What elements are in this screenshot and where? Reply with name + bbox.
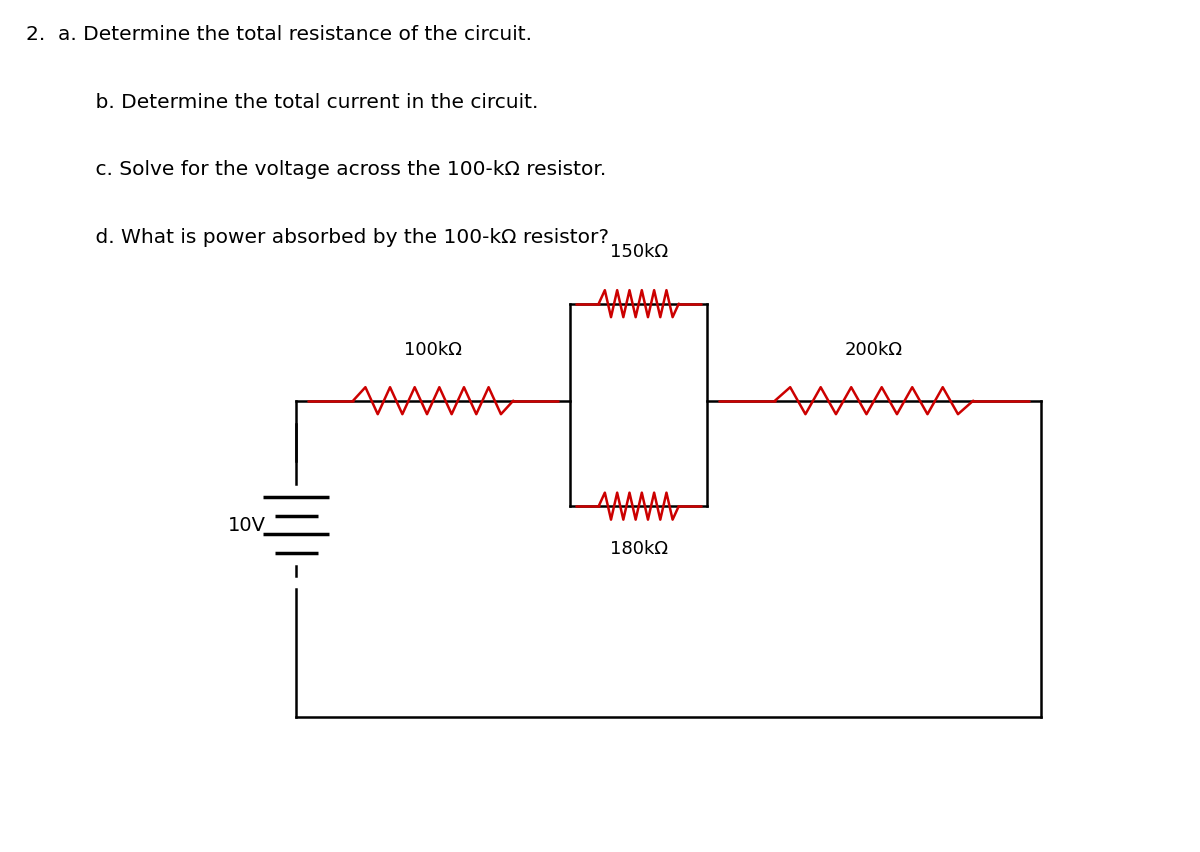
Text: 100kΩ: 100kΩ (404, 341, 462, 359)
Text: b. Determine the total current in the circuit.: b. Determine the total current in the ci… (70, 93, 538, 112)
Text: 200kΩ: 200kΩ (845, 341, 904, 359)
Text: 180kΩ: 180kΩ (610, 540, 667, 558)
Text: d. What is power absorbed by the 100-kΩ resistor?: d. What is power absorbed by the 100-kΩ … (70, 227, 608, 247)
Text: 150kΩ: 150kΩ (610, 244, 667, 262)
Text: 10V: 10V (228, 515, 266, 535)
Text: 2.  a. Determine the total resistance of the circuit.: 2. a. Determine the total resistance of … (25, 26, 532, 44)
Text: c. Solve for the voltage across the 100-kΩ resistor.: c. Solve for the voltage across the 100-… (70, 160, 606, 179)
